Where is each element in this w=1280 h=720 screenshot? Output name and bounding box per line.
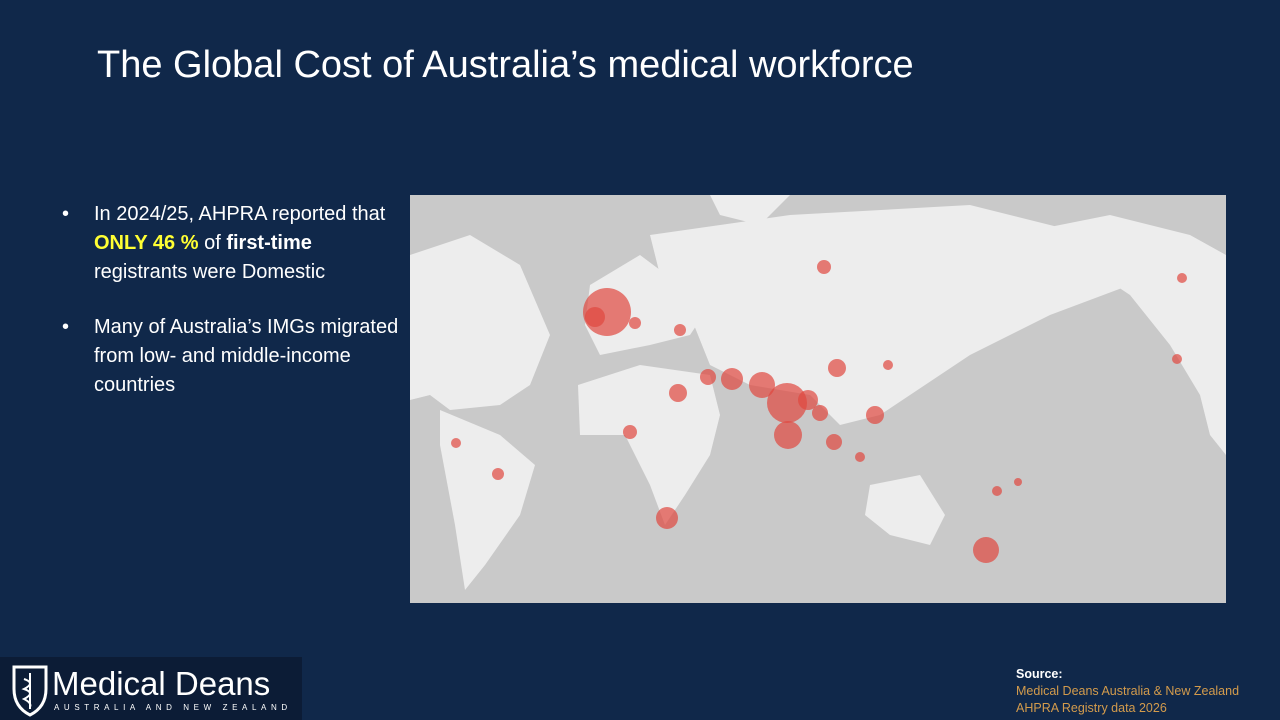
logo-tagline: AUSTRALIA AND NEW ZEALAND (54, 703, 292, 712)
world-map (410, 195, 1226, 603)
slide-title: The Global Cost of Australia’s medical w… (97, 44, 914, 86)
logo: Medical Deans AUSTRALIA AND NEW ZEALAND (0, 657, 302, 720)
source-line: Medical Deans Australia & New Zealand (1016, 684, 1240, 698)
bullet: In 2024/25, AHPRA reported that ONLY 46 … (60, 200, 400, 287)
text: In 2024/25, AHPRA reported that (94, 203, 386, 225)
source-label: Source: (1016, 667, 1063, 681)
bullet-list: In 2024/25, AHPRA reported that ONLY 46 … (60, 200, 400, 426)
highlight: ONLY 46 % (94, 232, 199, 254)
source: Source: Medical Deans Australia & New Ze… (1016, 666, 1239, 717)
text: of (198, 232, 227, 254)
bubbles (451, 260, 1187, 563)
bold-text: first-time (226, 232, 312, 254)
bullet: Many of Australia’s IMGs migrated from l… (60, 313, 400, 400)
logo-name: Medical Deans (52, 665, 271, 702)
source-line: AHPRA Registry data 2026 (1016, 701, 1167, 715)
text: registrants were Domestic (94, 261, 326, 283)
text: Many of Australia’s IMGs migrated from l… (94, 316, 399, 396)
logo-shield (12, 665, 48, 717)
land (410, 195, 1226, 590)
